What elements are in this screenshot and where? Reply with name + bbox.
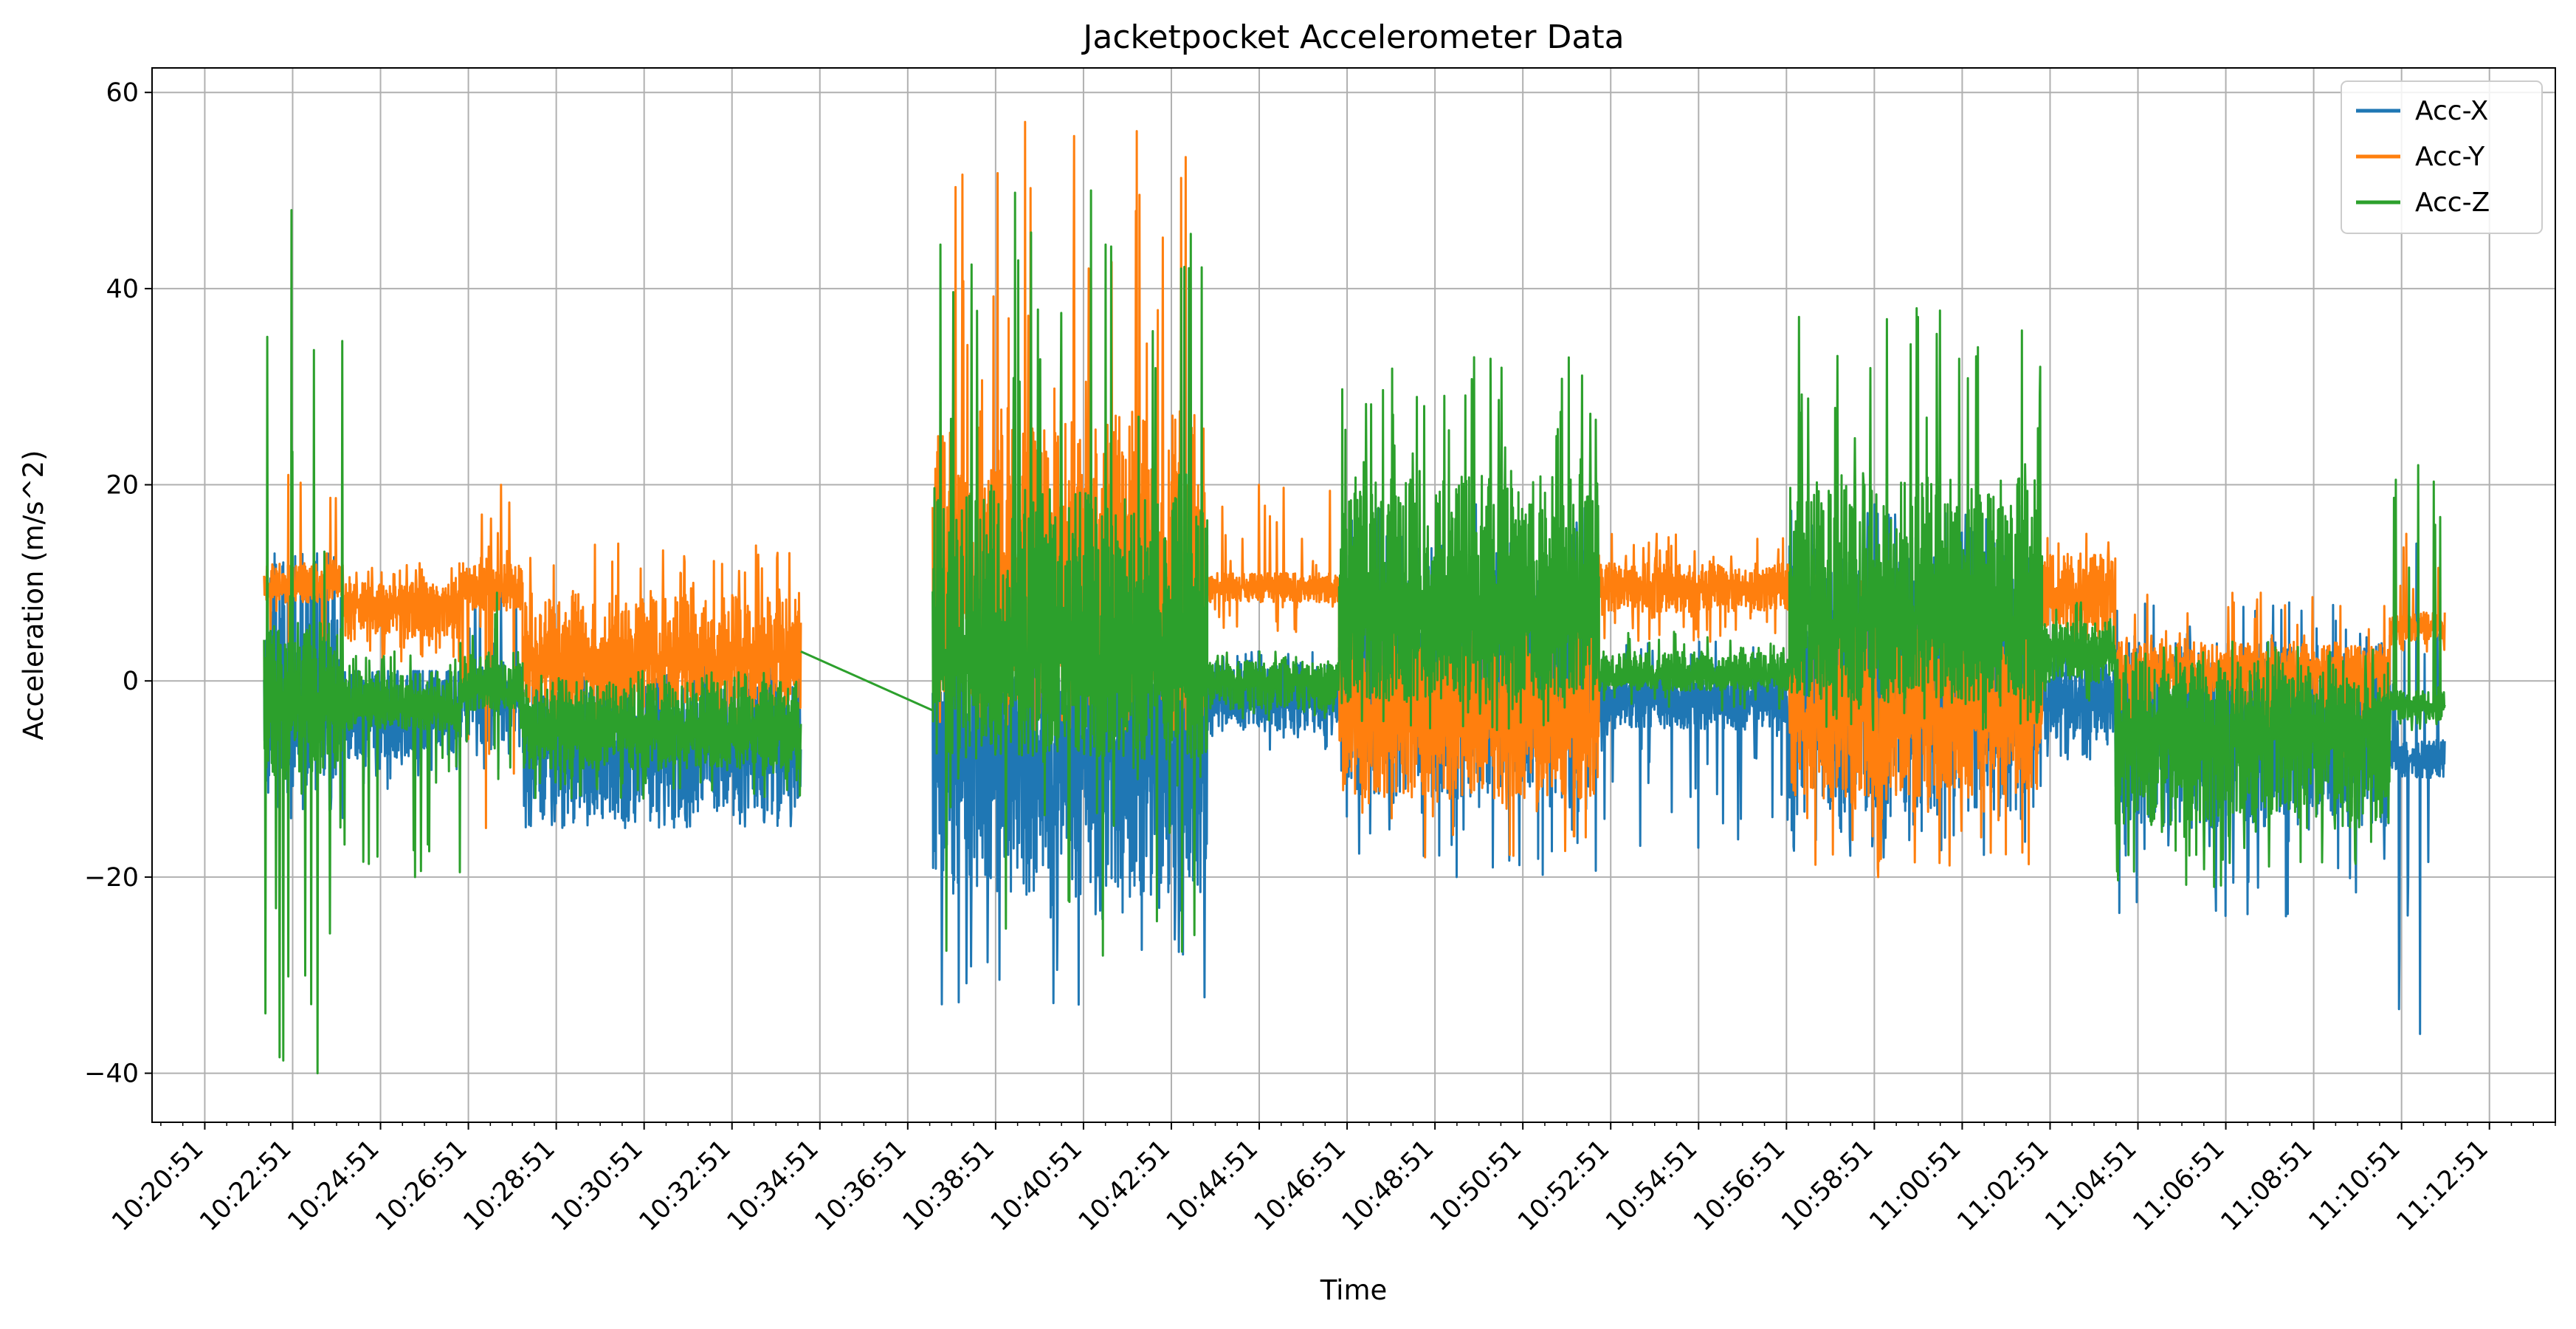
y-axis-ticks: −40 −20 0 20 40 60 xyxy=(84,78,152,1089)
series-gap-connector-acc-z xyxy=(800,650,934,712)
plot-frame xyxy=(151,67,2556,1123)
y-tick-label: 0 xyxy=(123,667,139,696)
y-tick-label: −40 xyxy=(84,1060,139,1089)
series-lines xyxy=(263,120,2446,1075)
series-line-acc-z xyxy=(263,189,2446,1075)
y-axis-label: Acceleration (m/s^2) xyxy=(18,450,49,741)
legend-box xyxy=(2341,80,2543,234)
y-tick-label: 20 xyxy=(106,471,139,501)
legend-label-acc-z: Acc-Z xyxy=(2415,188,2490,218)
x-axis-label: Time xyxy=(1320,1274,1388,1306)
chart-title: Jacketpocket Accelerometer Data xyxy=(1081,18,1624,56)
legend-label-acc-x: Acc-X xyxy=(2415,96,2488,126)
legend-label-acc-y: Acc-Y xyxy=(2415,142,2485,172)
legend: Acc-X Acc-Y Acc-Z xyxy=(2341,80,2543,234)
y-tick-label: 60 xyxy=(106,78,139,108)
y-tick-label: −20 xyxy=(84,863,139,893)
y-tick-label: 40 xyxy=(106,275,139,304)
